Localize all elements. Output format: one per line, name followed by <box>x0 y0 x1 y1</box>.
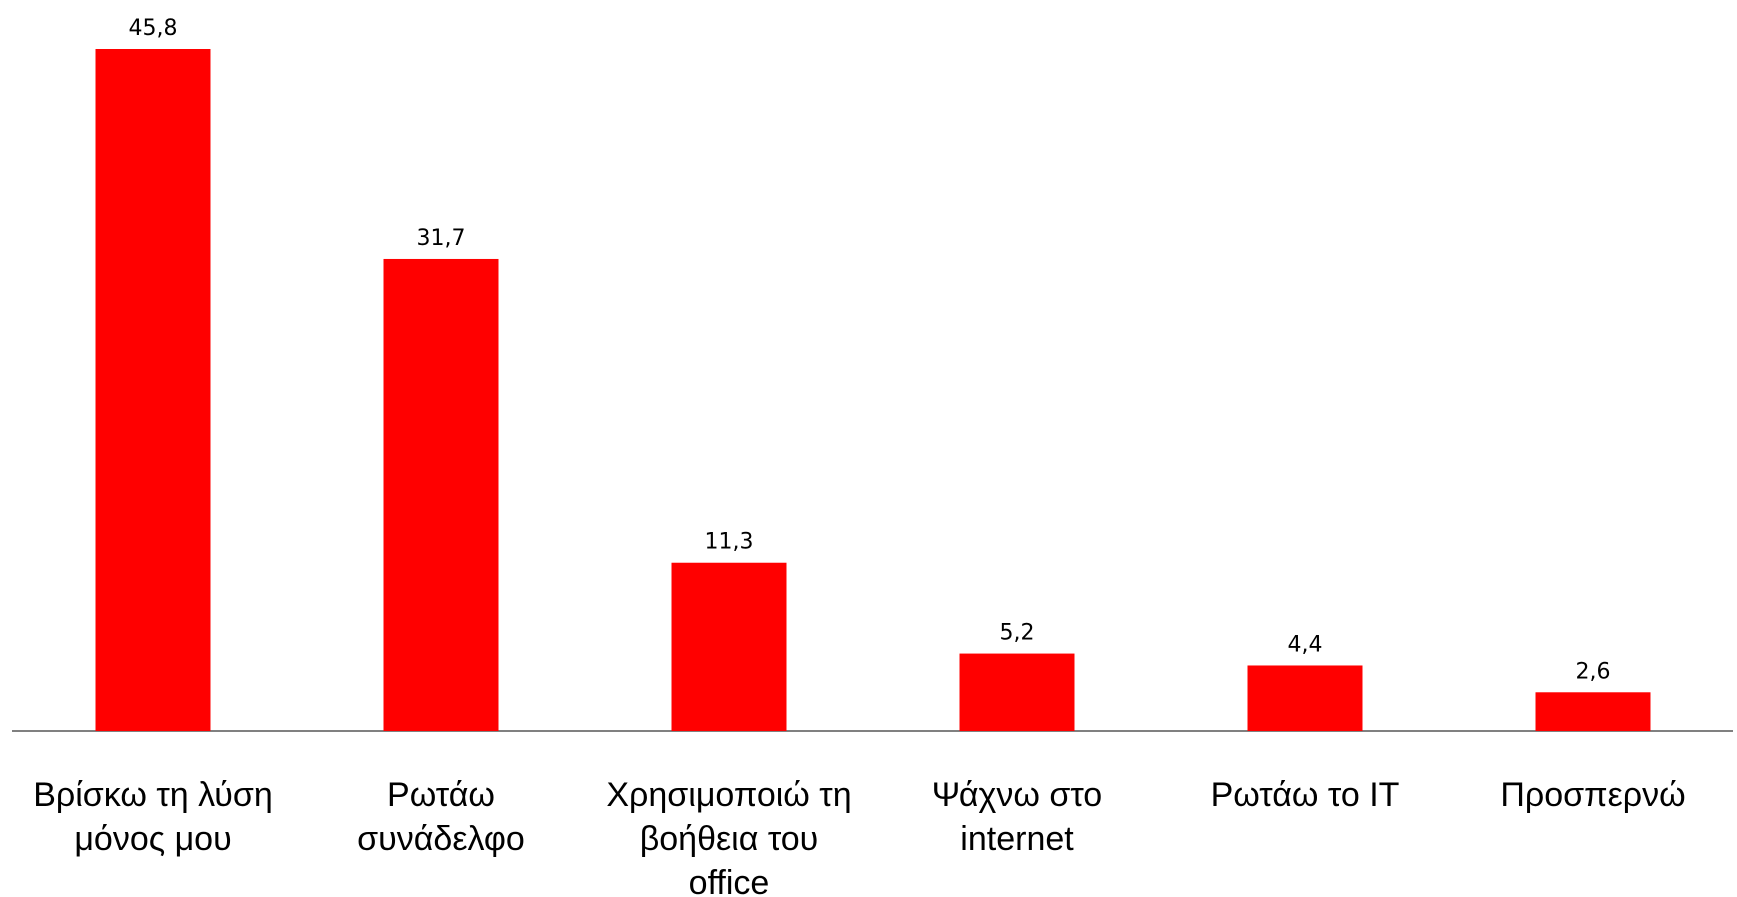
category-labels-group: Βρίσκω τη λύση μόνος μου Ρωτάω συνάδελφο Χρη… <box>33 776 1685 897</box>
category-label-line: συνάδελφο <box>357 820 525 858</box>
bar-value-label-2: 31,7 <box>417 226 466 251</box>
bar-value-label-3: 11,3 <box>705 530 754 555</box>
bar-5 <box>1247 665 1363 731</box>
category-label-3: Χρησιμοποιώ τη βοήθεια του office <box>606 776 851 897</box>
category-label-line: Προσπερνώ <box>1500 776 1685 814</box>
category-label-line: Ψάχνω στο <box>932 776 1102 814</box>
bar-6 <box>1535 692 1651 731</box>
bar-value-label-5: 4,4 <box>1288 632 1323 657</box>
bar-value-label-4: 5,2 <box>1000 621 1035 646</box>
bar-value-label-1: 45,8 <box>129 16 178 41</box>
bar-value-label-6: 2,6 <box>1576 659 1611 684</box>
category-label-line: βοήθεια του <box>640 820 819 858</box>
category-label-6: Προσπερνώ <box>1500 776 1685 814</box>
category-label-line: μόνος μου <box>74 820 231 858</box>
category-label-5: Ρωτάω το IT <box>1211 776 1400 814</box>
bar-1 <box>95 49 211 731</box>
bar-4 <box>959 653 1075 731</box>
category-label-line: Ρωτάω το IT <box>1211 776 1400 814</box>
bar-2 <box>383 258 499 731</box>
category-label-2: Ρωτάω συνάδελφο <box>357 776 525 858</box>
bars-group <box>95 49 1651 731</box>
category-label-1: Βρίσκω τη λύση μόνος μου <box>33 776 273 858</box>
category-label-line: internet <box>960 820 1074 858</box>
category-label-line: office <box>689 864 770 897</box>
category-label-line: Χρησιμοποιώ τη <box>606 776 851 814</box>
bar-3 <box>671 562 787 731</box>
category-label-4: Ψάχνω στο internet <box>932 776 1102 858</box>
value-labels-group: 45,8 31,7 11,3 5,2 4,4 2,6 <box>129 16 1611 684</box>
category-label-line: Ρωτάω <box>387 776 495 814</box>
category-label-line: Βρίσκω τη λύση <box>33 776 273 814</box>
